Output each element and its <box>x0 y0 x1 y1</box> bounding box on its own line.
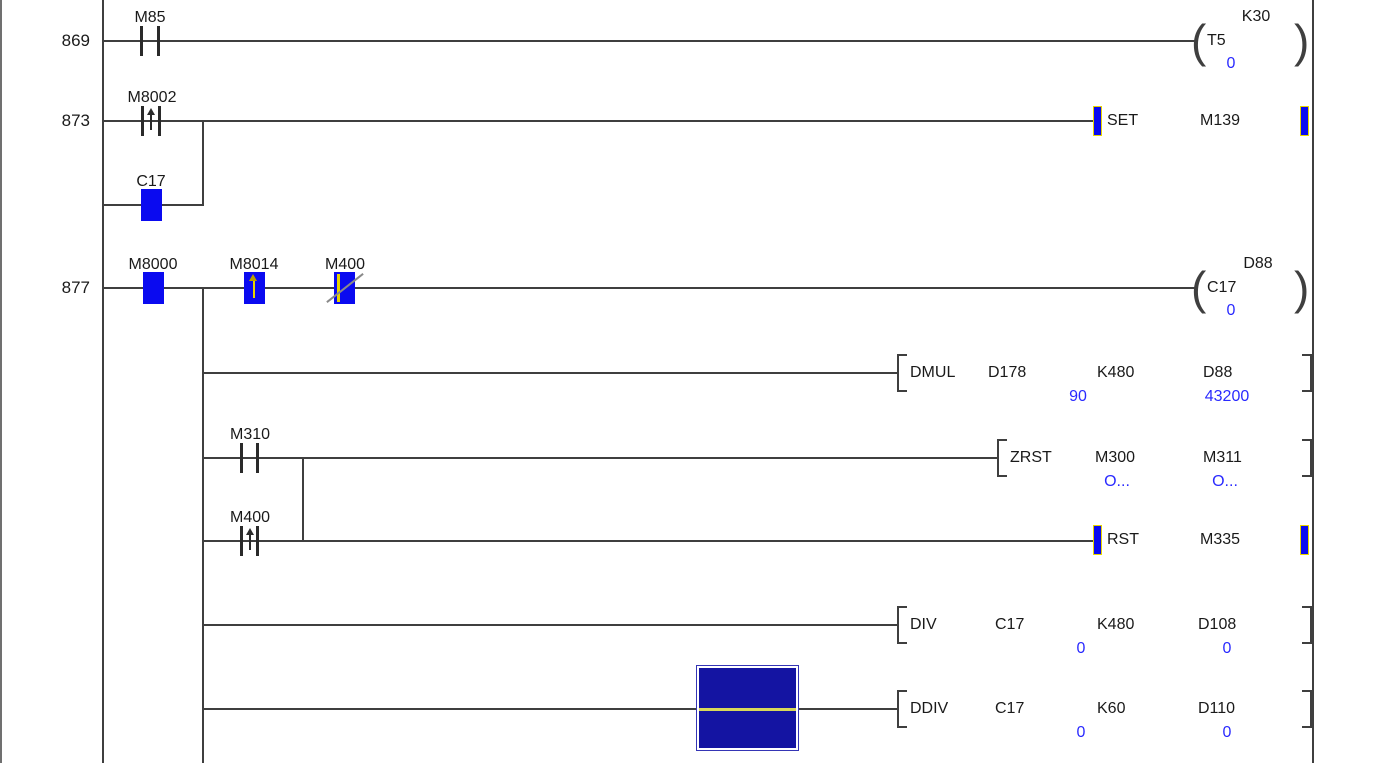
dmul-op2[interactable]: K480 <box>1097 364 1135 381</box>
div-op3[interactable]: D108 <box>1198 616 1237 633</box>
contact-m85[interactable] <box>140 26 143 56</box>
rst-instruction-close-bracket <box>1300 525 1309 555</box>
rung-line <box>102 287 1197 289</box>
ddiv-mnemonic[interactable]: DDIV <box>910 700 949 717</box>
rising-edge-arrow-icon <box>246 528 254 535</box>
rung-number-873: 873 <box>61 111 90 130</box>
coil-value-t5: 0 <box>1226 55 1236 72</box>
contact-m400-edge[interactable] <box>256 526 259 556</box>
instruction-open-bracket <box>997 439 1007 477</box>
contact-m8000-energized[interactable] <box>143 272 164 304</box>
contact-m8002[interactable] <box>158 106 161 136</box>
rung-line <box>202 708 899 710</box>
zrst-op2[interactable]: M311 <box>1203 449 1242 466</box>
contact-label-m400-edge: M400 <box>229 509 271 526</box>
div-mnemonic[interactable]: DIV <box>910 616 937 633</box>
coil-open-paren[interactable]: ( <box>1191 262 1207 314</box>
selection-cursor-line <box>699 708 796 711</box>
rung-line <box>202 624 899 626</box>
contact-m85[interactable] <box>157 26 160 56</box>
div-op1-value: 0 <box>1076 640 1086 657</box>
set-instruction-open-bracket[interactable] <box>1093 106 1102 136</box>
coil-close-paren[interactable]: ) <box>1294 262 1310 314</box>
contact-label-c17: C17 <box>136 173 166 190</box>
rising-edge-arrow-icon <box>150 112 152 130</box>
contact-label-m8014: M8014 <box>229 256 279 273</box>
zrst-op2-value: O... <box>1212 473 1238 490</box>
coil-name-t5[interactable]: T5 <box>1207 32 1226 49</box>
rst-operand-m335[interactable]: M335 <box>1200 531 1241 548</box>
zrst-op1[interactable]: M300 <box>1095 449 1136 466</box>
rung-line <box>102 40 1197 42</box>
dmul-op1[interactable]: D178 <box>988 364 1027 381</box>
dmul-mnemonic[interactable]: DMUL <box>910 364 956 381</box>
contact-m400-edge[interactable] <box>240 526 243 556</box>
rst-instruction-open-bracket[interactable] <box>1093 525 1102 555</box>
left-power-rail <box>102 0 104 763</box>
contact-c17-energized[interactable] <box>141 189 162 221</box>
contact-m310[interactable] <box>256 443 259 473</box>
coil-preset-d88: D88 <box>1243 255 1273 272</box>
contact-m8002[interactable] <box>141 106 144 136</box>
zrst-mnemonic[interactable]: ZRST <box>1010 449 1052 466</box>
div-op3-value: 0 <box>1222 640 1232 657</box>
rung-number-877: 877 <box>61 278 90 297</box>
div-op2[interactable]: K480 <box>1097 616 1135 633</box>
dmul-op3-value: 43200 <box>1204 388 1250 405</box>
dmul-op3[interactable]: D88 <box>1203 364 1233 381</box>
selection-cursor[interactable] <box>696 665 799 751</box>
contact-label-m400: M400 <box>324 256 366 273</box>
rising-edge-arrow-icon <box>253 278 255 298</box>
ddiv-op3[interactable]: D110 <box>1198 700 1236 717</box>
coil-close-paren[interactable]: ) <box>1294 15 1310 67</box>
ddiv-op2[interactable]: K60 <box>1097 700 1126 717</box>
div-op1[interactable]: C17 <box>995 616 1025 633</box>
branch-line <box>202 120 204 206</box>
rung-line <box>202 457 999 459</box>
contact-label-m85: M85 <box>134 9 166 26</box>
instruction-close-bracket <box>1302 439 1312 477</box>
coil-name-c17[interactable]: C17 <box>1207 279 1237 296</box>
rising-edge-arrow-icon <box>147 108 155 115</box>
instruction-close-bracket <box>1302 690 1312 728</box>
rst-mnemonic[interactable]: RST <box>1107 531 1139 548</box>
instruction-open-bracket <box>897 690 907 728</box>
set-operand-m139[interactable]: M139 <box>1200 112 1241 129</box>
dmul-op1-value: 90 <box>1069 388 1087 405</box>
rung-number-869: 869 <box>61 31 90 50</box>
ddiv-op1[interactable]: C17 <box>995 700 1025 717</box>
contact-label-m8000: M8000 <box>128 256 178 273</box>
ddiv-op3-value: 0 <box>1222 724 1232 741</box>
rung-line <box>102 120 1093 122</box>
contact-label-m310: M310 <box>229 426 271 443</box>
contact-label-m8002: M8002 <box>127 89 177 106</box>
set-mnemonic[interactable]: SET <box>1107 112 1139 129</box>
coil-open-paren[interactable]: ( <box>1191 15 1207 67</box>
ddiv-op1-value: 0 <box>1076 724 1086 741</box>
instruction-close-bracket <box>1302 606 1312 644</box>
coil-value-c17: 0 <box>1226 302 1236 319</box>
branch-line <box>202 287 204 763</box>
branch-line <box>302 457 304 542</box>
window-left-border <box>0 0 2 763</box>
instruction-open-bracket <box>897 606 907 644</box>
set-instruction-close-bracket <box>1300 106 1309 136</box>
rising-edge-arrow-icon <box>249 532 251 550</box>
coil-preset-k30: K30 <box>1241 8 1271 25</box>
rung-line <box>202 372 899 374</box>
zrst-op1-value: O... <box>1104 473 1130 490</box>
nc-contact-bar-icon <box>337 274 340 302</box>
rising-edge-arrow-icon <box>249 274 257 281</box>
instruction-open-bracket <box>897 354 907 392</box>
contact-m310[interactable] <box>240 443 243 473</box>
instruction-close-bracket <box>1302 354 1312 392</box>
right-power-rail <box>1312 0 1314 763</box>
rung-line <box>202 540 1093 542</box>
